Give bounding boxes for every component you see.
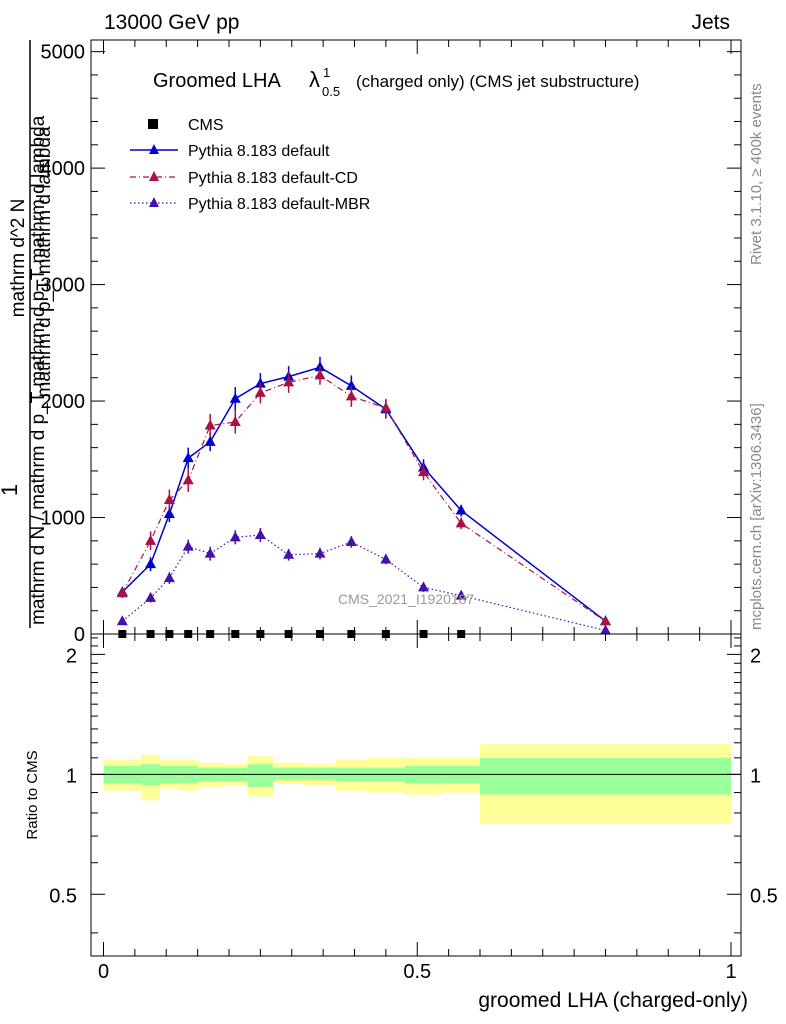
legend: CMS Pythia 8.183 default Pythia 8.183 de… [130, 117, 370, 213]
marker-mbr [229, 531, 241, 542]
marker-mbr [182, 540, 194, 551]
marker-mbr [145, 591, 157, 602]
legend-cms-marker [148, 119, 158, 129]
marker-def [163, 508, 175, 519]
ratio-x-tick-label: 0 [98, 961, 109, 983]
marker-def [182, 452, 194, 463]
marker-mbr [163, 572, 175, 583]
marker-mbr [314, 547, 326, 558]
marker-mbr [204, 547, 216, 558]
y-axis-label-numerator-detail: mathrm d^2 N [8, 199, 29, 318]
ratio-y-ticks: 0.5 0.5 1 1 2 2 [49, 637, 778, 934]
ratio-band-green [480, 757, 731, 795]
marker-cd [204, 419, 216, 430]
marker-mbr [345, 535, 357, 546]
legend-cms-label: CMS [188, 117, 224, 134]
marker-def [345, 379, 357, 390]
main-y-tick-label: 0 [74, 624, 85, 646]
series-layer [116, 356, 611, 638]
marker-mbr [455, 589, 467, 600]
rivet-label: Rivet 3.1.10, ≥ 400k events [748, 83, 765, 265]
marker-cd [345, 390, 357, 401]
ratio-y-tick-label-right: 1 [750, 765, 761, 787]
x-axis-label: groomed LHA (charged-only) [478, 989, 748, 1012]
marker-mbr [116, 615, 128, 626]
y-axis-label: 1 mathrm d^2 N mathrm d N / mathrm d p_T… [0, 40, 55, 628]
marker-cd [418, 466, 430, 477]
series-line-mbr [121, 534, 606, 632]
main-y-tick-label: 4000 [41, 158, 86, 180]
series-line-def [121, 366, 606, 622]
ratio-x-tick-label: 1 [725, 961, 736, 983]
legend-mbr-label: Pythia 8.183 default-MBR [188, 196, 370, 213]
plot-title-symbol: λ [309, 67, 320, 92]
main-y-ticks: 0 1000 2000 3000 4000 5000 [41, 42, 741, 646]
legend-default-marker [149, 144, 159, 154]
marker-def [455, 504, 467, 515]
ratio-band-green [247, 764, 273, 787]
legend-default-label: Pythia 8.183 default [188, 143, 330, 160]
analysis-watermark: CMS_2021_I1920187 [338, 591, 474, 607]
ratio-band-green [304, 767, 336, 780]
marker-cd [163, 494, 175, 505]
ratio-x-tick-label: 0.5 [403, 961, 431, 983]
marker-cd [229, 416, 241, 427]
mcplots-label: mcplots.cern.ch [arXiv:1306.3436] [748, 403, 765, 630]
ratio-y-tick-label: 0.5 [49, 885, 77, 907]
marker-cd [145, 534, 157, 545]
marker-cd [455, 517, 467, 528]
legend-mbr-marker [149, 197, 159, 207]
ratio-plot-frame [90, 633, 742, 957]
ratio-y-tick-label-right: 2 [750, 645, 761, 667]
plot-title-suffix: (charged only) (CMS jet substructure) [356, 72, 639, 91]
y-axis-label-denominator-detail: mathrm d p_T mathrm d lambda [34, 126, 55, 397]
plot-title-main: Groomed LHA [153, 70, 281, 92]
ratio-bands [103, 744, 731, 825]
marker-def [145, 558, 157, 569]
ratio-y-tick-label-right: 0.5 [750, 885, 778, 907]
main-y-tick-label: 2000 [41, 391, 86, 413]
ratio-x-ticks: 0 0.5 1 [98, 634, 737, 983]
legend-cd-marker [149, 171, 159, 181]
ratio-band-green [272, 767, 305, 780]
ratio-y-tick-label: 1 [66, 765, 77, 787]
series-line-cd [121, 374, 606, 622]
ratio-y-tick-label: 2 [66, 645, 77, 667]
header-energy-label: 13000 GeV pp [104, 11, 239, 34]
legend-cd-label: Pythia 8.183 default-CD [188, 170, 358, 187]
marker-cd [380, 402, 392, 413]
header-jets-label: Jets [691, 11, 730, 34]
marker-mbr [418, 581, 430, 592]
marker-cd [283, 376, 295, 387]
marker-cd [600, 615, 611, 626]
main-y-tick-label: 3000 [41, 275, 86, 297]
marker-cd [182, 474, 194, 485]
main-y-tick-label: 1000 [41, 508, 86, 530]
ratio-y-axis-label: Ratio to CMS [24, 750, 41, 839]
marker-mbr [283, 548, 295, 559]
marker-def [204, 435, 216, 446]
plot-title-sup: 1 [323, 65, 330, 80]
y-axis-label-denominator: mathrm d N / mathrm d p_T mathrm d p_T m… [28, 115, 49, 625]
marker-cd [116, 587, 128, 598]
marker-def [229, 392, 241, 403]
marker-cd [254, 386, 266, 397]
y-axis-label-numerator: 1 [0, 484, 22, 496]
marker-mbr [254, 529, 266, 539]
marker-mbr [600, 624, 611, 635]
marker-mbr [380, 553, 392, 564]
plot-title: Groomed LHA λ 1 0.5 (charged only) (CMS … [153, 65, 639, 99]
plot-title-sub: 0.5 [322, 84, 340, 99]
main-y-tick-label: 5000 [41, 42, 86, 64]
marker-cd [314, 369, 326, 380]
